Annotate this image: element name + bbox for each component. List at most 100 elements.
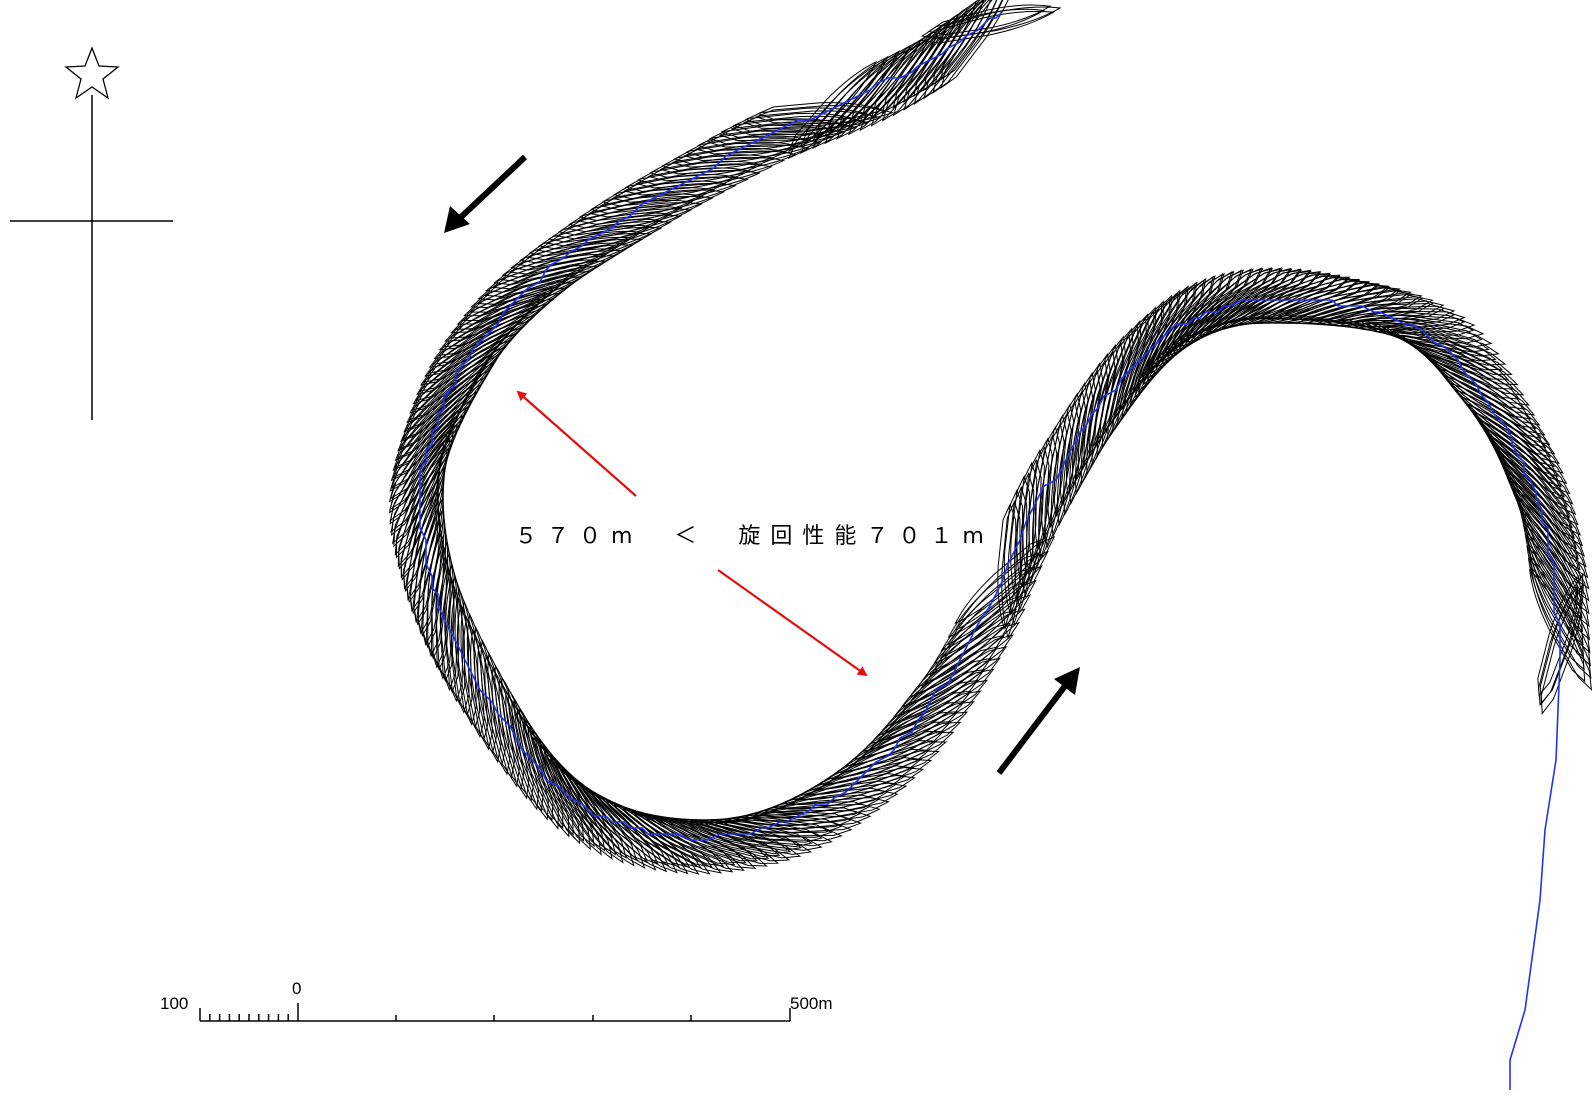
hull-outline (720, 118, 848, 138)
hull-outline (1150, 269, 1243, 374)
hull-outline (718, 121, 858, 141)
hull-outline (494, 664, 530, 800)
hull-outline (1071, 362, 1104, 487)
hull-outline (466, 612, 493, 751)
ship-track-line (419, 11, 1561, 1090)
hull-outline (1441, 374, 1556, 455)
hull-outline (1172, 267, 1283, 353)
hull-outline (510, 236, 634, 271)
hull-outline (1524, 533, 1584, 646)
hull-outline (881, 11, 967, 122)
hull-outline (1384, 325, 1504, 371)
hull-outline (671, 144, 810, 168)
hull-outline (1010, 475, 1030, 602)
hull-outline (924, 594, 1032, 684)
hull-outline (940, 0, 1019, 89)
hull-outline (389, 416, 456, 525)
hull-outline (1538, 585, 1578, 707)
hull-outline (1530, 566, 1593, 691)
hull-outline (1525, 530, 1591, 654)
direction-arrow-upper (444, 154, 528, 233)
hull-outline (1047, 403, 1075, 529)
hull-outline (403, 347, 497, 433)
hull-outline (876, 668, 995, 742)
hull-outline (538, 744, 606, 852)
hull-outline (390, 414, 463, 533)
hull-outline (1155, 268, 1253, 369)
hull-outline (916, 608, 1026, 695)
hull-outline (892, 4, 976, 117)
hull-outline (611, 176, 749, 203)
hull-outline (694, 132, 834, 155)
hull-outline (1527, 542, 1591, 667)
hull-outline (1256, 284, 1391, 324)
hull-outline (1435, 366, 1551, 446)
hull-outline (501, 676, 540, 811)
hull-outline (444, 563, 464, 703)
hull-outline (859, 26, 941, 124)
hull-outline (932, 0, 1011, 94)
hull-outline (1028, 437, 1053, 563)
hull-outline (1246, 282, 1380, 325)
scale-label-0: 0 (292, 979, 302, 998)
hull-outline (859, 24, 949, 132)
hull-outline (754, 105, 894, 125)
hull-outline (555, 763, 646, 870)
scale-bar (199, 1003, 791, 1022)
hull-outline (907, 621, 1021, 705)
hull-outline (622, 169, 761, 196)
hull-outline (706, 126, 846, 148)
hull-outline (903, 0, 985, 111)
north-arrow (10, 46, 173, 420)
hull-outline (1529, 568, 1586, 683)
hull-outline (884, 657, 1001, 734)
hull-outline (1529, 554, 1592, 680)
direction-arrow-lower (996, 667, 1080, 775)
hull-outline (1001, 500, 1021, 639)
hull-outline (392, 422, 459, 545)
hull-outline (498, 679, 534, 802)
hull-outline (473, 625, 502, 764)
hull-outline (549, 756, 635, 867)
hull-outline (394, 430, 454, 556)
hull-outline (1053, 392, 1082, 518)
hull-outline (836, 37, 930, 140)
hull-outline (590, 187, 716, 214)
hull-outline (460, 600, 485, 739)
hull-outline (568, 199, 693, 229)
hull-outline (659, 150, 798, 175)
hull-outline (647, 156, 786, 182)
hull-outline (1522, 520, 1584, 633)
hull-outline (449, 575, 470, 714)
ship-hull-outlines (388, 0, 1593, 875)
hull-outline (1026, 446, 1050, 585)
hull-outline (933, 580, 1029, 665)
hull-outline (543, 751, 617, 856)
hull-outline (1160, 267, 1263, 363)
scale-label-500m: 500m (790, 994, 833, 1013)
measurement-arrow (516, 390, 868, 677)
hull-outline (899, 634, 1014, 714)
hull-outline (1523, 518, 1591, 641)
hull-outline (1213, 274, 1341, 331)
hull-outline (1020, 458, 1042, 598)
hull-outline (1375, 322, 1497, 362)
hull-outline (1373, 324, 1507, 366)
hull-outline (742, 110, 882, 130)
hull-outline (824, 43, 920, 145)
hull-outline (1016, 461, 1038, 589)
hull-outline (788, 61, 877, 152)
hull-outline (800, 54, 898, 154)
hull-outline (1237, 280, 1370, 325)
hull-outline (812, 48, 909, 149)
hull-outline (1166, 267, 1273, 358)
hull-outline (545, 214, 683, 247)
hull-outline (1519, 509, 1583, 620)
hull-outline (587, 189, 726, 218)
hull-outline (1348, 314, 1475, 336)
hull-outline (480, 638, 511, 776)
hull-outline (921, 8, 1046, 40)
hull-outline (599, 183, 737, 211)
hull-outline (683, 138, 822, 161)
hull-outline (1382, 326, 1513, 375)
